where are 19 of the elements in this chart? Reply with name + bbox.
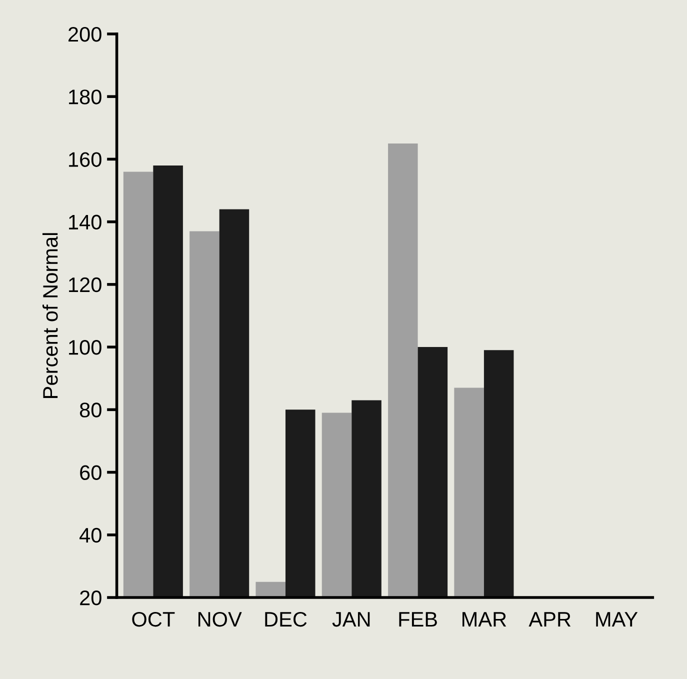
y-tick-label: 20 (80, 590, 102, 606)
x-tick-label: OCT (132, 612, 175, 627)
x-tick-label: FEB (399, 612, 437, 627)
x-tick-label: APR (528, 612, 571, 627)
x-tick-label: MAR (462, 612, 506, 627)
y-tick-label: 80 (80, 402, 102, 418)
y-tick-label: 40 (80, 528, 102, 543)
y-tick-label: 180 (69, 90, 102, 104)
x-tick-label: MAY (596, 612, 638, 627)
y-tick-label: 200 (68, 26, 102, 42)
y-tick-label: 160 (69, 152, 102, 167)
x-tick-label: JAN (332, 612, 370, 627)
y-axis-title: Percent of Normal (42, 233, 58, 398)
x-tick-label: NOV (198, 612, 242, 627)
y-tick-label: 140 (69, 214, 102, 230)
y-tick-label: 60 (80, 465, 102, 480)
y-tick-label: 120 (69, 277, 102, 292)
x-tick-label: DEC (265, 612, 307, 627)
y-tick-label: 100 (69, 340, 102, 355)
